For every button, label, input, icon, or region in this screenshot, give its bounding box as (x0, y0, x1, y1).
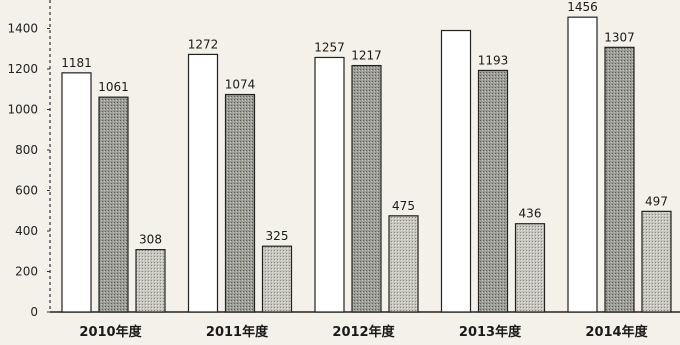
bar (440, 29, 472, 313)
bar (224, 93, 256, 313)
bar-value-label: 308 (139, 233, 162, 247)
y-tick-label: 600 (15, 184, 38, 198)
bar (187, 53, 219, 313)
x-tick-label: 2014年度 (585, 324, 648, 340)
bar (351, 64, 382, 313)
bar (61, 72, 92, 313)
bar-value-label: 475 (392, 199, 415, 213)
bar-value-label: 1307 (604, 30, 635, 44)
bar-value-label: 1193 (478, 53, 509, 67)
x-tick-label: 2011年度 (206, 324, 269, 340)
bar (261, 245, 293, 313)
x-tick-label: 2013年度 (459, 324, 522, 340)
bar-value-label: 325 (266, 229, 289, 243)
y-tick-label: 800 (15, 143, 38, 157)
bar-value-label: 497 (645, 194, 668, 208)
bar (604, 46, 635, 313)
bar (641, 210, 672, 313)
x-tick-label: 2010年度 (79, 324, 142, 340)
bar-value-label: 1181 (61, 56, 92, 70)
bar-value-label: 1257 (314, 40, 345, 54)
y-tick-label: 400 (15, 224, 38, 238)
y-tick-label: 1000 (7, 103, 38, 117)
y-tick-label: 1200 (7, 62, 38, 76)
y-tick-label: 0 (30, 305, 38, 319)
bar-value-label: 436 (519, 207, 542, 221)
bar (477, 69, 509, 313)
bar-value-label: 1074 (225, 78, 256, 92)
bar-value-label: 1217 (351, 49, 382, 63)
bar (388, 215, 419, 313)
bar-value-label: 1061 (98, 80, 129, 94)
bar (135, 249, 166, 313)
bar (98, 96, 129, 313)
bar (314, 56, 345, 313)
y-tick-label: 1400 (7, 22, 38, 36)
y-tick-label: 200 (15, 265, 38, 279)
bar (567, 16, 598, 313)
bar-value-label: 1272 (188, 37, 219, 51)
bar (514, 223, 546, 313)
bar-value-label: 1456 (567, 0, 598, 14)
x-tick-label: 2012年度 (332, 324, 395, 340)
